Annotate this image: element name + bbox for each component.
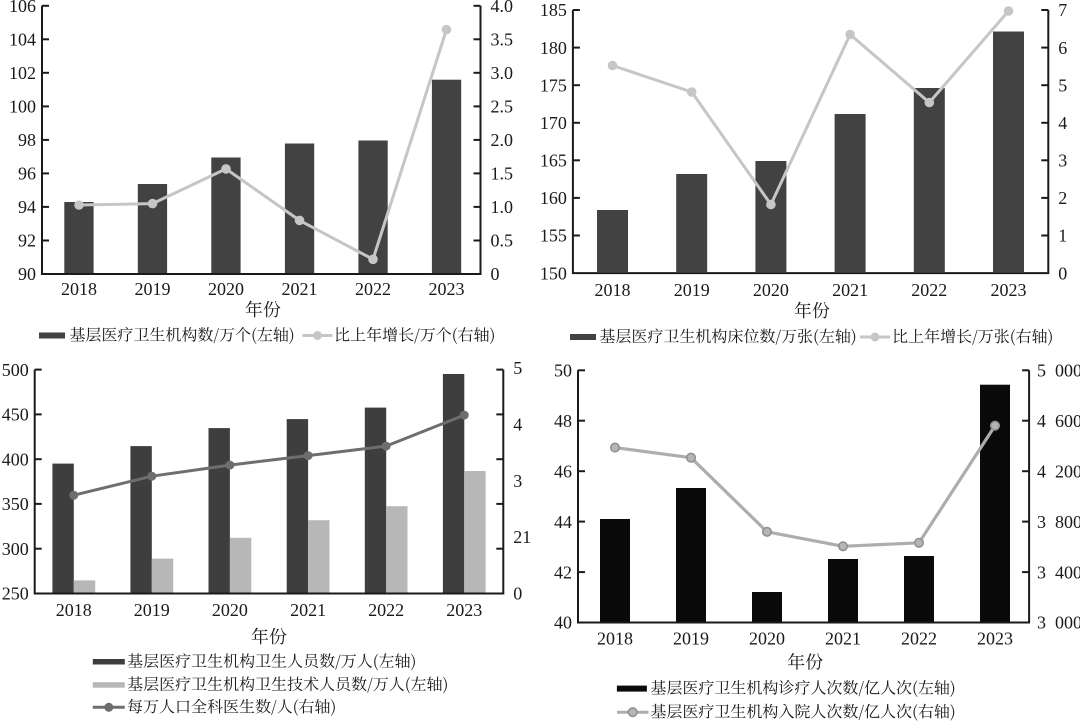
svg-text:2018: 2018 xyxy=(597,629,633,649)
svg-text:96: 96 xyxy=(18,164,36,184)
svg-text:2018: 2018 xyxy=(595,280,631,300)
svg-text:170: 170 xyxy=(540,113,567,133)
svg-text:350: 350 xyxy=(2,494,29,514)
svg-text:92: 92 xyxy=(18,231,36,251)
svg-text:2019: 2019 xyxy=(134,600,170,620)
svg-text:2020: 2020 xyxy=(749,629,785,649)
svg-text:2019: 2019 xyxy=(674,280,710,300)
svg-text:102: 102 xyxy=(9,63,36,83)
svg-text:400: 400 xyxy=(2,449,29,469)
svg-text:5 000: 5 000 xyxy=(1037,361,1080,381)
svg-text:4 600: 4 600 xyxy=(1037,411,1080,431)
svg-text:3 400: 3 400 xyxy=(1037,562,1080,582)
svg-text:4 200: 4 200 xyxy=(1037,461,1080,481)
svg-text:42: 42 xyxy=(554,562,572,582)
svg-text:500: 500 xyxy=(2,360,29,380)
svg-text:3: 3 xyxy=(513,471,522,491)
svg-text:160: 160 xyxy=(540,188,567,208)
svg-text:2.5: 2.5 xyxy=(491,97,514,117)
svg-text:7: 7 xyxy=(1058,0,1067,20)
svg-text:2021: 2021 xyxy=(825,629,861,649)
svg-text:5: 5 xyxy=(513,358,522,378)
svg-text:2023: 2023 xyxy=(977,629,1013,649)
svg-text:98: 98 xyxy=(18,130,36,150)
svg-text:150: 150 xyxy=(540,263,567,283)
svg-text:1: 1 xyxy=(1058,226,1067,246)
svg-text:2020: 2020 xyxy=(753,280,789,300)
svg-text:2023: 2023 xyxy=(429,279,465,299)
svg-text:2023: 2023 xyxy=(991,280,1027,300)
svg-text:3.5: 3.5 xyxy=(491,30,514,50)
svg-text:106: 106 xyxy=(9,0,36,16)
svg-text:175: 175 xyxy=(540,75,567,95)
svg-text:0.5: 0.5 xyxy=(491,231,514,251)
svg-text:155: 155 xyxy=(540,226,567,246)
svg-text:2018: 2018 xyxy=(56,600,92,620)
svg-text:2020: 2020 xyxy=(212,600,248,620)
svg-text:3 000: 3 000 xyxy=(1037,613,1080,633)
svg-text:2021: 2021 xyxy=(832,280,868,300)
svg-text:2020: 2020 xyxy=(208,279,244,299)
svg-text:94: 94 xyxy=(18,197,36,217)
svg-text:2019: 2019 xyxy=(135,279,171,299)
svg-text:0: 0 xyxy=(513,584,522,604)
svg-text:2022: 2022 xyxy=(901,629,937,649)
svg-text:0: 0 xyxy=(1058,263,1067,283)
svg-text:250: 250 xyxy=(2,584,29,604)
svg-text:2021: 2021 xyxy=(290,600,326,620)
svg-text:1.5: 1.5 xyxy=(491,164,514,184)
svg-text:5: 5 xyxy=(1058,75,1067,95)
svg-text:44: 44 xyxy=(554,512,572,532)
svg-text:4: 4 xyxy=(513,415,522,435)
svg-text:2019: 2019 xyxy=(673,629,709,649)
svg-text:50: 50 xyxy=(554,361,572,381)
svg-text:3.0: 3.0 xyxy=(491,63,514,83)
svg-text:3 800: 3 800 xyxy=(1037,512,1080,532)
svg-text:4: 4 xyxy=(1058,113,1067,133)
svg-text:48: 48 xyxy=(554,411,572,431)
svg-text:1.0: 1.0 xyxy=(491,197,514,217)
svg-text:185: 185 xyxy=(540,0,567,20)
svg-text:90: 90 xyxy=(18,264,36,284)
svg-text:450: 450 xyxy=(2,405,29,425)
svg-text:300: 300 xyxy=(2,539,29,559)
svg-text:3: 3 xyxy=(1058,151,1067,171)
svg-text:2.0: 2.0 xyxy=(491,130,514,150)
svg-text:104: 104 xyxy=(9,30,36,50)
svg-text:2023: 2023 xyxy=(446,600,482,620)
svg-text:0: 0 xyxy=(491,264,500,284)
svg-text:2021: 2021 xyxy=(282,279,318,299)
svg-text:6: 6 xyxy=(1058,38,1067,58)
svg-text:40: 40 xyxy=(554,613,572,633)
svg-text:100: 100 xyxy=(9,97,36,117)
svg-text:180: 180 xyxy=(540,38,567,58)
svg-text:165: 165 xyxy=(540,151,567,171)
svg-text:2022: 2022 xyxy=(911,280,947,300)
svg-text:21: 21 xyxy=(513,527,531,547)
svg-text:46: 46 xyxy=(554,461,572,481)
svg-text:2018: 2018 xyxy=(61,279,97,299)
svg-text:4.0: 4.0 xyxy=(491,0,514,16)
svg-text:2: 2 xyxy=(1058,188,1067,208)
svg-text:2022: 2022 xyxy=(355,279,391,299)
svg-text:2022: 2022 xyxy=(368,600,404,620)
